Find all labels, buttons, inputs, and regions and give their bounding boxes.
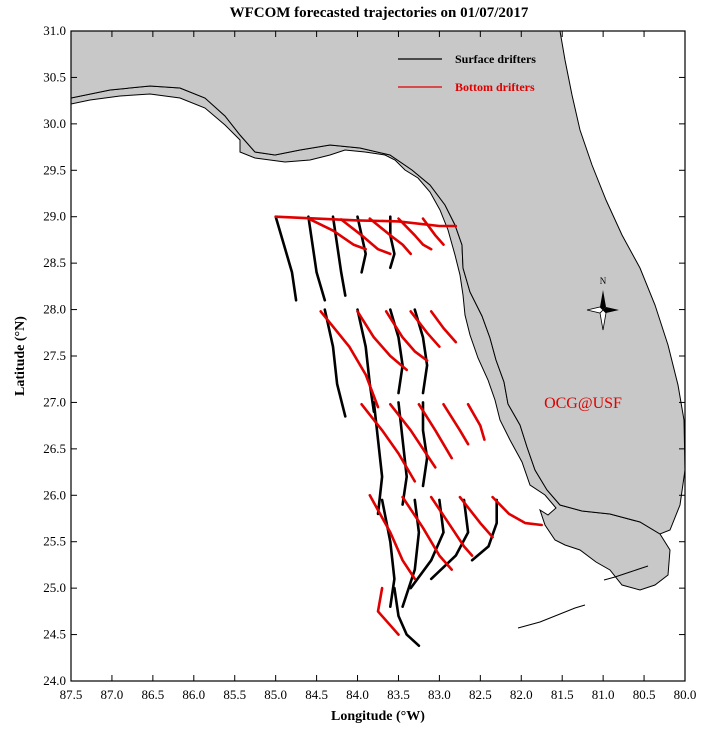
x-tick-label: 86.5: [141, 687, 164, 702]
bottom-trajectory: [368, 217, 413, 256]
x-tick-label: 87.5: [60, 687, 83, 702]
florida-keys: [517, 565, 649, 629]
surface-trajectory: [356, 308, 376, 414]
x-tick-label: 80.0: [674, 687, 697, 702]
y-tick-label: 26.0: [43, 487, 66, 502]
y-tick-label: 31.0: [43, 23, 66, 38]
y-axis-label: Latitude (°N): [13, 316, 28, 396]
bottom-trajectory: [376, 586, 400, 636]
bottom-trajectory: [368, 493, 417, 581]
bottom-trajectory: [307, 217, 368, 251]
surface-trajectory: [307, 215, 327, 302]
florida-peninsula-land: [71, 31, 685, 535]
bottom-trajectory: [384, 310, 429, 362]
ocg-usf-watermark: OCG@USF: [544, 395, 622, 412]
y-tick-label: 29.0: [43, 209, 66, 224]
y-tick-label: 25.5: [43, 534, 66, 549]
y-tick-label: 27.0: [43, 394, 66, 409]
y-tick-label: 28.0: [43, 302, 66, 317]
y-tick-label: 26.5: [43, 441, 66, 456]
y-tick-label: 28.5: [43, 255, 66, 270]
bottom-trajectory: [339, 218, 392, 256]
surface-trajectory: [274, 215, 298, 302]
legend: Surface drifters Bottom drifters: [398, 52, 536, 94]
bottom-trajectory: [429, 310, 458, 344]
surface-trajectory: [388, 215, 396, 270]
x-tick-label: 80.5: [633, 687, 656, 702]
surface-trajectory: [393, 586, 421, 648]
bottom-trajectory: [409, 310, 441, 349]
bottom-trajectory: [491, 495, 544, 527]
surface-trajectory: [401, 498, 421, 609]
bottom-trajectory: [388, 402, 437, 469]
surface-trajectory: [397, 401, 409, 506]
bottom-trajectory: [356, 310, 409, 372]
y-tick-label: 30.5: [43, 69, 66, 84]
surface-trajectory: [380, 498, 396, 609]
x-tick-label: 86.0: [182, 687, 205, 702]
north-arrow-icon: N: [586, 276, 619, 331]
bottom-trajectory: [466, 402, 486, 441]
surface-trajectory: [421, 401, 429, 488]
x-tick-label: 83.5: [387, 687, 410, 702]
x-tick-label: 82.5: [469, 687, 492, 702]
surface-trajectory: [356, 215, 368, 274]
bottom-trajectory: [417, 402, 454, 460]
y-tick-label: 29.5: [43, 162, 66, 177]
x-axis-label: Longitude (°W): [331, 709, 425, 724]
x-tick-label: 85.5: [223, 687, 246, 702]
map-title: WFCOM forecasted trajectories on 01/07/2…: [230, 5, 529, 21]
legend-surface-label: Surface drifters: [455, 52, 536, 66]
x-tick-label: 87.0: [101, 687, 124, 702]
x-axis: 87.5 87.0 86.5 86.0 85.5 85.0 84.5 84.0 83.5 83.0…: [60, 31, 697, 702]
bottom-trajectory: [360, 402, 417, 483]
bottom-trajectory: [429, 495, 474, 557]
bottom-trajectories: [274, 215, 544, 636]
x-tick-label: 82.0: [510, 687, 533, 702]
bottom-trajectory: [401, 495, 454, 571]
north-label: N: [600, 276, 607, 286]
y-tick-label: 25.0: [43, 580, 66, 595]
y-tick-label: 24.5: [43, 627, 66, 642]
y-tick-label: 24.0: [43, 673, 66, 688]
y-axis: 31.0 30.5 30.0 29.5 29.0 28.5 28.0 27.5 27.0 26.5…: [43, 23, 685, 688]
x-tick-label: 85.0: [264, 687, 287, 702]
bottom-trajectory: [458, 495, 494, 539]
surface-trajectory: [323, 308, 347, 418]
y-tick-label: 27.5: [43, 348, 66, 363]
bottom-trajectory: [397, 217, 433, 251]
bottom-trajectory: [442, 402, 470, 446]
x-tick-label: 84.0: [346, 687, 369, 702]
x-tick-label: 81.0: [592, 687, 615, 702]
x-tick-label: 84.5: [305, 687, 328, 702]
bottom-trajectory: [319, 310, 380, 409]
x-tick-label: 81.5: [551, 687, 574, 702]
surface-trajectory: [409, 498, 445, 590]
bottom-trajectory: [421, 217, 445, 246]
x-tick-label: 83.0: [428, 687, 451, 702]
y-tick-label: 30.0: [43, 116, 66, 131]
surface-trajectory: [470, 498, 499, 562]
legend-bottom-label: Bottom drifters: [455, 80, 535, 94]
